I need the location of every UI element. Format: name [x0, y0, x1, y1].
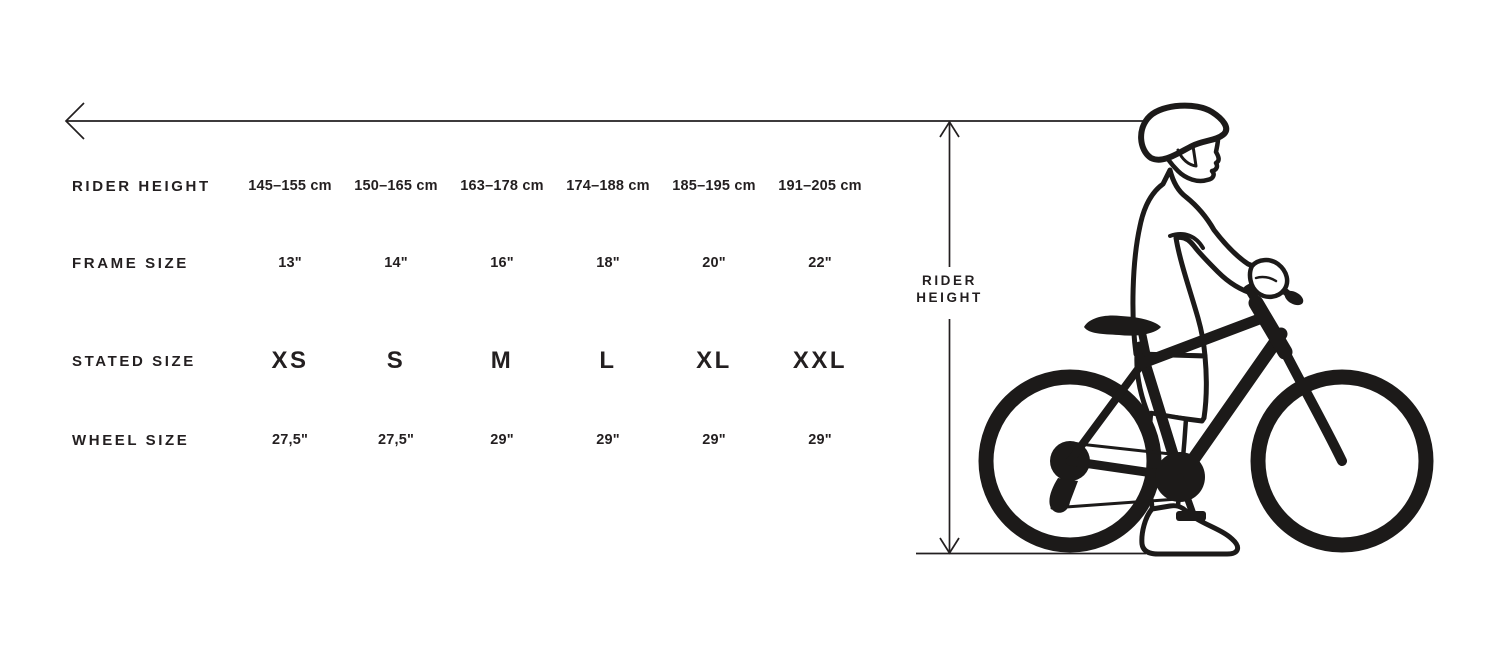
horizontal-measure-arrow-icon	[64, 102, 1143, 140]
cell: 20"	[702, 255, 726, 271]
head-tube	[1248, 295, 1293, 360]
rider-height-measure-label-line2: HEIGHT	[916, 290, 983, 305]
cell: 13"	[278, 255, 302, 271]
table-row-frame-size: FRAME SIZE 13" 14" 16" 18" 20" 22"	[72, 247, 873, 279]
cell: 185–195 cm	[672, 178, 756, 194]
rider-hand	[1247, 257, 1290, 300]
rider-torso	[1130, 167, 1261, 359]
cell: 29"	[808, 432, 832, 448]
cell: 29"	[702, 432, 726, 448]
cell: XS	[271, 347, 309, 374]
cell: 16"	[490, 255, 514, 271]
vertical-measure-arrow-icon	[939, 120, 960, 555]
chain	[1050, 441, 1182, 510]
cell: 163–178 cm	[460, 178, 544, 194]
cell: 145–155 cm	[248, 178, 332, 194]
cell: 29"	[596, 432, 620, 448]
cell: XL	[696, 347, 732, 374]
handlebar-grip	[1284, 290, 1304, 306]
row-label: WHEEL SIZE	[72, 431, 190, 449]
pedal	[1176, 511, 1206, 521]
rider-shoe	[1139, 503, 1241, 557]
derailleur	[1049, 478, 1078, 513]
cell: 27,5"	[377, 432, 415, 448]
helmet-strap	[1176, 144, 1198, 168]
saddle	[1084, 315, 1161, 336]
table-row-stated-size: STATED SIZE XS S M L XL XXL	[72, 338, 873, 384]
cell: S	[386, 347, 406, 374]
cell: 27,5"	[271, 432, 309, 448]
table-row-wheel-size: WHEEL SIZE 27,5" 27,5" 29" 29" 29" 29"	[72, 424, 873, 456]
top-tube	[1137, 312, 1268, 369]
cell: 174–188 cm	[566, 178, 650, 194]
cell: 29"	[490, 432, 514, 448]
cell: 191–205 cm	[778, 178, 862, 194]
stem	[1244, 284, 1264, 311]
rider-height-measure-label: RIDER HEIGHT	[850, 272, 1049, 306]
row-label: RIDER HEIGHT	[72, 177, 211, 195]
cell: XXL	[792, 347, 848, 374]
cell: L	[599, 347, 617, 374]
cell: M	[490, 347, 514, 374]
cell: 22"	[808, 255, 832, 271]
seatstay	[1066, 357, 1148, 465]
row-label: FRAME SIZE	[72, 254, 189, 272]
rear-wheel	[978, 369, 1162, 553]
rider-height-measure-label-line1: RIDER	[921, 273, 977, 288]
bicycle-illustration	[978, 280, 1434, 553]
crank-arm	[1176, 473, 1197, 518]
helmet-icon	[1138, 102, 1230, 163]
fork	[1280, 347, 1347, 466]
row-label: STATED SIZE	[72, 352, 196, 370]
down-tube	[1174, 327, 1288, 484]
cell: 150–165 cm	[354, 178, 438, 194]
table-row-rider-height: RIDER HEIGHT 145–155 cm 150–165 cm 163–1…	[72, 170, 873, 202]
cell: 14"	[384, 255, 408, 271]
cell: 18"	[596, 255, 620, 271]
shirt-sleeve-hem	[1168, 232, 1205, 250]
front-wheel	[1250, 369, 1434, 553]
